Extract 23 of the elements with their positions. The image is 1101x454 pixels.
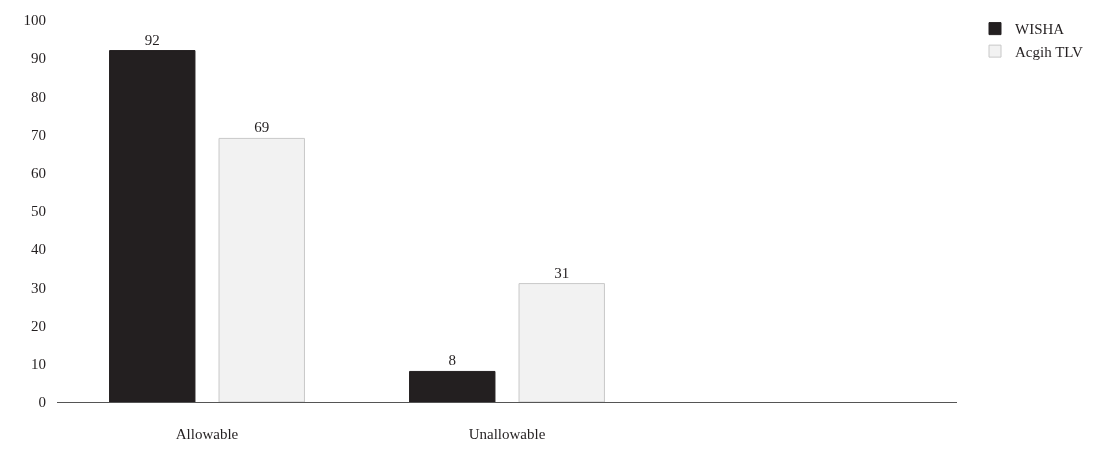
bar <box>409 370 496 402</box>
data-label: 8 <box>448 352 457 369</box>
data-label: 92 <box>144 31 160 48</box>
y-tick-label: 60 <box>31 165 46 182</box>
y-tick-label: 90 <box>31 50 46 67</box>
y-tick-label: 50 <box>31 203 46 220</box>
bar <box>518 283 605 402</box>
y-tick-label: 80 <box>31 88 46 105</box>
legend-label: Acgih TLV <box>1015 43 1084 60</box>
y-tick-label: 30 <box>31 279 46 296</box>
y-tick-label: 0 <box>38 394 46 411</box>
x-tick-label: Allowable <box>175 426 239 442</box>
x-tick-label: Unallowable <box>468 426 546 442</box>
y-tick-label: 20 <box>31 317 46 334</box>
y-tick-label: 70 <box>31 126 46 143</box>
y-tick-label: 100 <box>23 12 46 29</box>
data-label: 69 <box>254 119 270 136</box>
legend-label: WISHA <box>1015 21 1065 38</box>
y-tick-label: 40 <box>31 241 46 258</box>
bar <box>218 137 305 402</box>
data-label: 31 <box>554 264 570 281</box>
y-tick-label: 10 <box>31 356 46 373</box>
bar <box>109 50 196 402</box>
